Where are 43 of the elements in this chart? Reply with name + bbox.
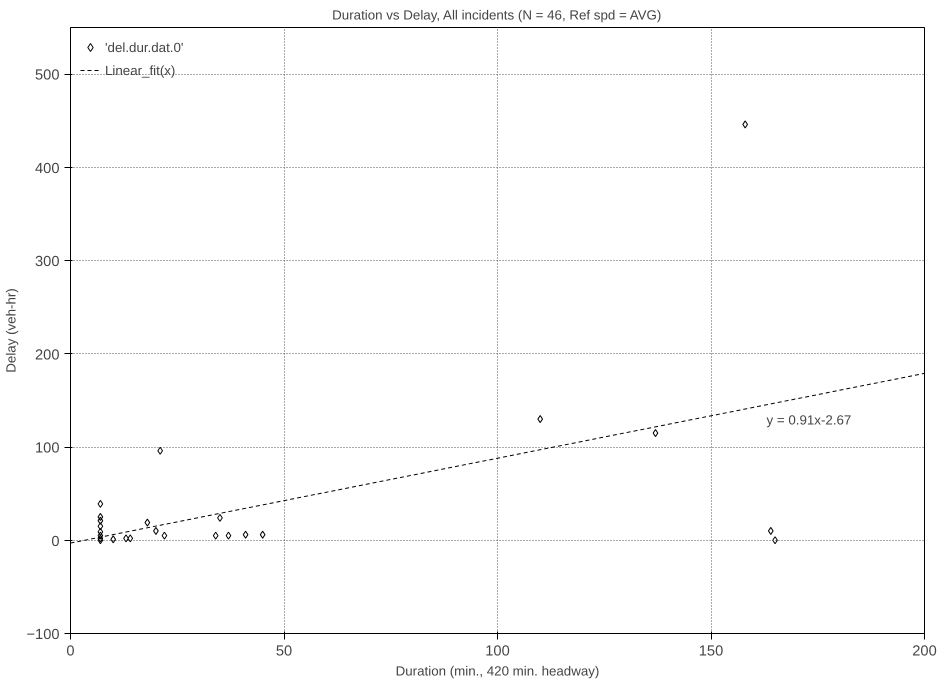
y-tick-label: 100 [35,440,60,457]
y-tick-label: 500 [35,68,60,84]
point [98,532,104,540]
point [98,500,104,508]
point [98,534,104,542]
point [242,530,248,539]
y-tick-label: 200 [35,347,60,364]
point [162,532,168,540]
y-tick-label: −100 [26,627,60,643]
point [260,530,266,539]
point [123,534,129,542]
point [537,415,544,424]
point [153,526,159,535]
y-tick-label: 300 [35,254,60,270]
y-tick-label: 400 [35,160,60,177]
x-tick-label: 200 [912,644,937,660]
point [652,429,658,438]
point [742,120,748,128]
point [226,532,232,540]
y-axis-title: Delay (veh-hr) [3,288,18,373]
point [772,536,778,544]
x-tick-label: 50 [276,644,292,660]
point [98,516,104,525]
point [127,534,134,542]
point [98,522,104,530]
point [157,446,164,455]
point [110,535,116,544]
y-tick-label: 0 [51,534,60,550]
legend-label: Linear_fit(x) [105,62,176,78]
point [98,512,104,521]
x-tick-label: 0 [66,644,75,660]
point [768,526,774,535]
annotation: y = 0.91x-2.67 [766,412,852,428]
chart-title: Duration vs Delay, All incidents (N = 46, Ref spd = AVG) [332,8,662,22]
x-axis-title: Duration (min., 420 min. headway) [396,664,600,678]
point [98,528,104,536]
point [217,514,223,522]
point [98,536,104,544]
x-tick-label: 150 [698,644,724,660]
x-tick-label: 100 [485,644,510,660]
point [144,518,150,527]
legend-label: 'del.dur.dat.0' [105,40,184,54]
point [212,532,219,540]
